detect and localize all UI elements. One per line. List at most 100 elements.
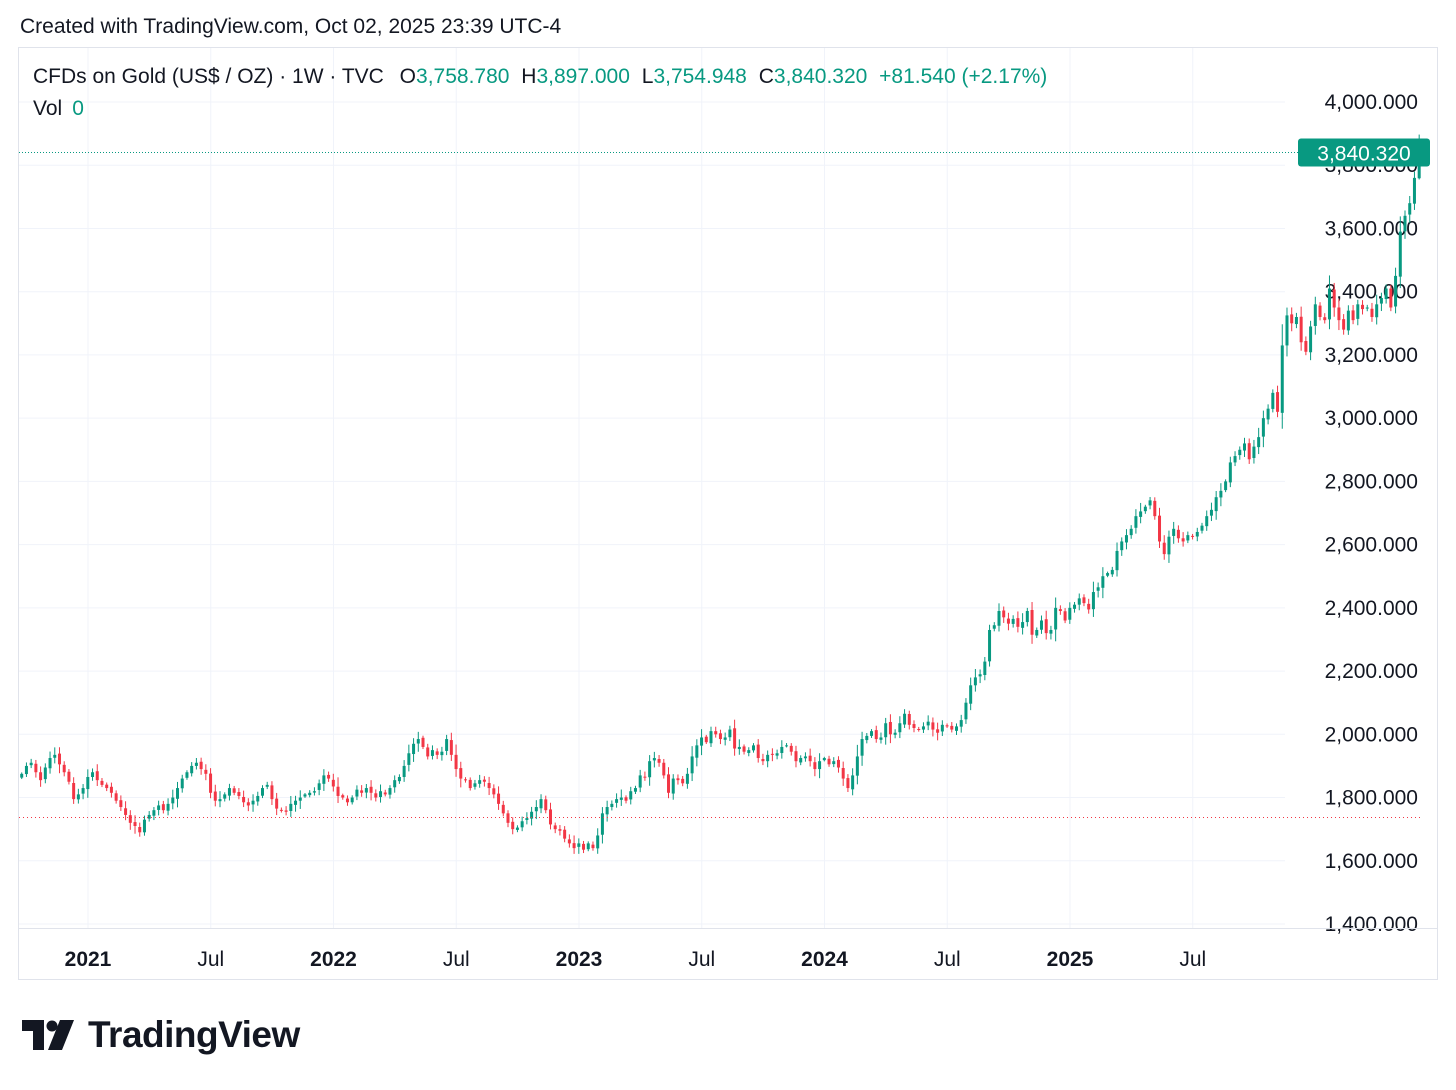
candle-body: [100, 780, 104, 785]
change-value: +81.540 (+2.17%): [879, 65, 1048, 88]
candle-body: [430, 750, 434, 756]
candle-body: [492, 788, 496, 795]
candle-body: [751, 745, 755, 751]
candle-body: [497, 793, 501, 804]
candle-body: [1389, 288, 1393, 308]
candle-body: [855, 756, 859, 776]
candle-body: [1106, 573, 1110, 576]
candle-body: [1049, 629, 1053, 634]
candle-body: [888, 721, 892, 735]
candle-body: [1021, 622, 1025, 628]
candle-body: [213, 791, 217, 801]
candle-body: [870, 731, 874, 736]
candle-body: [520, 821, 524, 828]
candle-body: [709, 731, 713, 744]
candle-body: [1309, 326, 1313, 353]
candle-body: [1143, 506, 1147, 512]
candle-body: [1294, 316, 1298, 325]
candle-body: [336, 786, 340, 796]
ohlc-legend: CFDs on Gold (US$ / OZ) · 1W · TVC O3,75…: [33, 65, 1047, 89]
candle-body: [62, 764, 66, 773]
low-value: 3,754.948: [653, 65, 747, 88]
candle-body: [1403, 215, 1407, 232]
candle-body: [355, 789, 359, 797]
candle-body: [615, 799, 619, 803]
candle-body: [1120, 541, 1124, 551]
candle-body: [832, 761, 836, 765]
candle-body: [822, 758, 826, 761]
candle-body: [1134, 516, 1138, 528]
last-price-badge[interactable]: [1298, 138, 1430, 167]
candle-body: [34, 763, 38, 773]
candle-body: [714, 731, 718, 735]
candle-body: [511, 821, 515, 830]
candle-body: [1370, 308, 1374, 317]
candle-body: [402, 765, 406, 777]
candle-body: [756, 744, 760, 759]
candle-body: [43, 767, 47, 780]
candle-body: [242, 796, 246, 803]
candle-body: [199, 761, 203, 770]
candle-body: [289, 803, 293, 812]
candle-body: [940, 724, 944, 732]
candle-body: [681, 778, 685, 784]
x-tick-label: 2023: [556, 948, 603, 971]
candle-body: [1361, 304, 1365, 310]
candle-body: [294, 800, 298, 805]
candle-body: [133, 822, 137, 826]
candle-body: [482, 779, 486, 782]
candle-body: [20, 773, 24, 778]
candle-body: [298, 797, 302, 801]
candle-body: [633, 788, 637, 792]
candle-body: [657, 759, 661, 763]
candle-body: [945, 725, 949, 727]
candle-body: [284, 810, 288, 812]
candle-body: [553, 825, 557, 830]
candle-body: [624, 797, 628, 801]
candle-body: [605, 807, 609, 815]
candle-body: [53, 754, 57, 758]
y-tick-label: 3,000.000: [1325, 407, 1418, 430]
symbol-title[interactable]: CFDs on Gold (US$ / OZ) · 1W · TVC: [33, 65, 384, 88]
candle-body: [530, 811, 534, 819]
candle-body: [874, 730, 878, 740]
candle-body: [992, 625, 996, 629]
candle-body: [379, 791, 383, 798]
y-tick-label: 2,200.000: [1325, 660, 1418, 683]
x-tick-label: Jul: [443, 948, 470, 971]
candle-body: [435, 751, 439, 755]
candle-body: [1257, 437, 1261, 448]
created-with-text: Created with TradingView.com, Oct 02, 20…: [20, 15, 562, 38]
candle-body: [964, 702, 968, 720]
candle-body: [72, 782, 76, 800]
candle-body: [1096, 587, 1100, 591]
candle-body: [950, 725, 954, 730]
candle-body: [638, 775, 642, 788]
candle-body: [157, 805, 161, 810]
candle-body: [997, 611, 1001, 626]
candle-body: [364, 788, 368, 793]
candle-body: [360, 790, 364, 793]
candle-body: [119, 800, 123, 808]
candle-body: [718, 733, 722, 740]
tradingview-brand[interactable]: TradingView: [22, 1014, 300, 1056]
candle-body: [1172, 528, 1176, 536]
candle-body: [416, 739, 420, 744]
candle-body: [525, 818, 529, 820]
candle-body: [180, 778, 184, 789]
candle-body: [600, 813, 604, 835]
candle-body: [128, 815, 132, 823]
candle-body: [662, 762, 666, 776]
y-tick-label: 4,000.000: [1325, 91, 1418, 114]
candle-body: [67, 771, 71, 782]
close-label: C: [758, 65, 774, 88]
high-label: H: [521, 65, 537, 88]
candle-body: [884, 723, 888, 738]
candle-body: [166, 803, 170, 811]
candle-body: [879, 737, 883, 740]
x-tick-label: 2021: [65, 948, 112, 971]
candle-body: [1002, 610, 1006, 618]
candle-body: [577, 843, 581, 847]
candle-body: [936, 729, 940, 733]
